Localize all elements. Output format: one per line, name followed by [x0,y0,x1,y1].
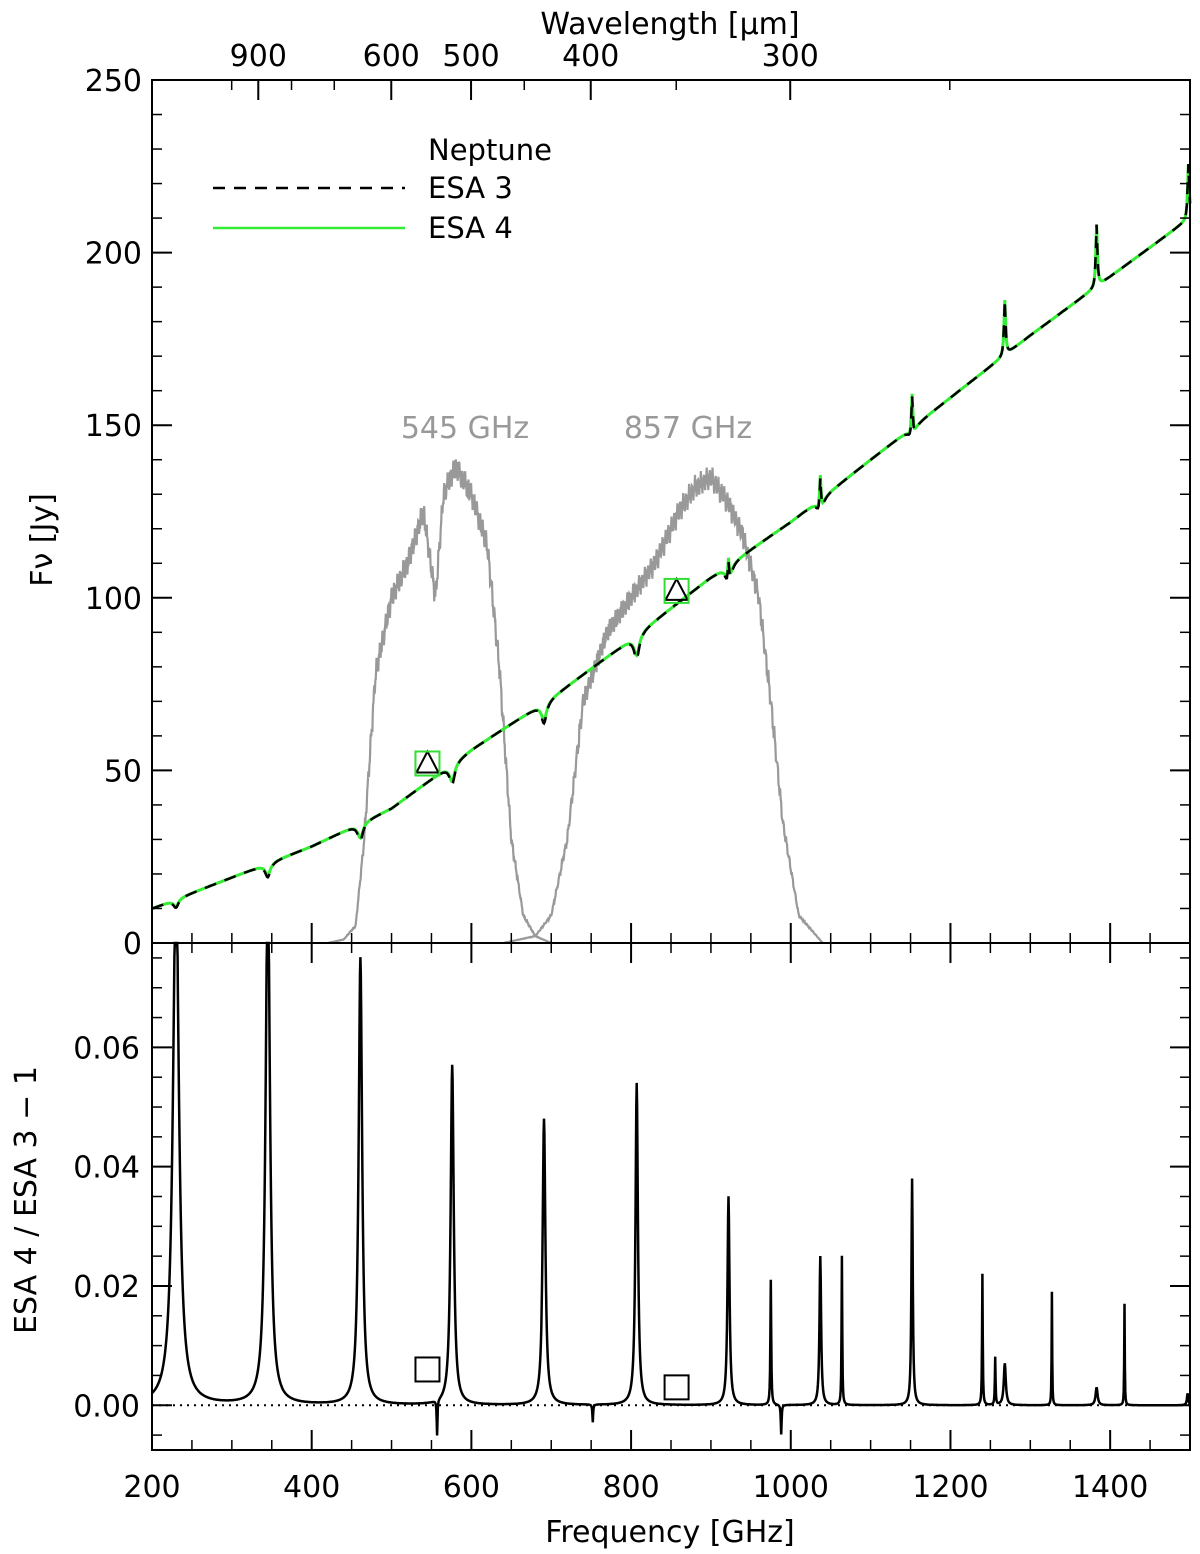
x-axis-title: Frequency [GHz] [545,1515,794,1550]
legend-label-esa4: ESA 4 [428,211,513,245]
ytick-label-top-5: 250 [85,64,142,99]
legend-label-esa3: ESA 3 [428,171,513,205]
y-axis-title-bottom: ESA 4 / ESA 3 − 1 [9,1066,44,1334]
top-tick-label-3: 400 [562,39,619,74]
xtick-label-2: 600 [443,1470,500,1505]
marker-square-bottom-1 [663,1374,690,1401]
marker-triangle-0 [414,749,441,774]
band-label-857: 857 GHz [624,411,752,446]
series-ratio [151,941,1191,1436]
marker-square-3 [663,577,690,604]
xtick-label-5: 1200 [912,1470,988,1505]
filter-band-1 [503,467,824,945]
top-panel: 0 50 100 150 200 250 900 600 500 400 300 [85,39,1192,962]
plot-frame-top [151,79,1191,944]
marker-triangle-2 [663,576,690,601]
top-axis-title: Wavelength [μm] [540,7,799,42]
marker-square-bottom-0 [414,1356,441,1383]
series-esa4 [151,163,1192,911]
xtick-label-1: 400 [283,1470,340,1505]
y-axis-title-top: Fν [Jy] [25,493,60,587]
legend-title: Neptune [428,133,552,167]
xtick-label-0: 200 [123,1470,180,1505]
ytick-label-top-1: 50 [104,754,142,789]
xtick-label-6: 1400 [1072,1470,1148,1505]
plot-frame-bottom [151,942,1191,1451]
ytick-label-top-3: 150 [85,409,142,444]
ytick-label-bottom-2: 0.04 [73,1151,140,1186]
ytick-label-bottom-3: 0.06 [73,1031,140,1066]
top-tick-label-2: 500 [442,39,499,74]
xtick-label-4: 1000 [753,1470,829,1505]
ytick-label-bottom-0: 0.00 [73,1389,140,1424]
top-tick-label-4: 300 [762,39,819,74]
ytick-label-top-2: 100 [85,582,142,617]
band-label-545: 545 GHz [401,411,529,446]
filter-band-0 [327,459,552,945]
ytick-label-top-0: 0 [123,927,142,962]
ytick-label-top-4: 200 [85,237,142,272]
legend: Neptune ESA 3 ESA 4 [213,133,552,245]
top-tick-label-1: 600 [363,39,420,74]
top-tick-label-0: 900 [230,39,287,74]
bottom-panel: 0.00 0.02 0.04 0.06 200 400 600 800 1000 1200 1400 [73,941,1191,1505]
marker-square-1 [414,750,441,777]
ytick-label-bottom-1: 0.02 [73,1270,140,1305]
xtick-label-3: 800 [602,1470,659,1505]
